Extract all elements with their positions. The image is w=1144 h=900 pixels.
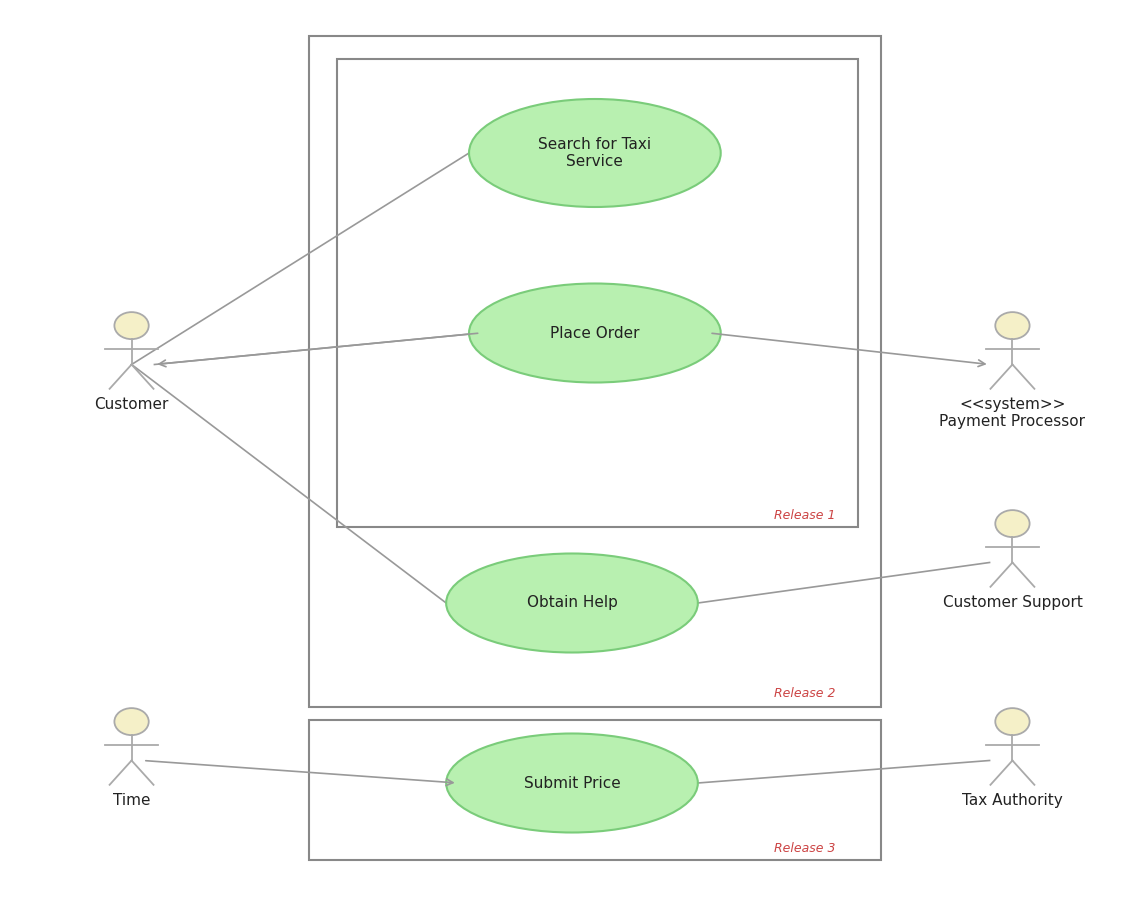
Text: Search for Taxi
Service: Search for Taxi Service xyxy=(539,137,651,169)
Text: Time: Time xyxy=(113,793,150,808)
Bar xyxy=(309,36,881,706)
Ellipse shape xyxy=(446,554,698,652)
Ellipse shape xyxy=(446,734,698,833)
Circle shape xyxy=(995,708,1030,735)
Circle shape xyxy=(995,510,1030,537)
Text: Obtain Help: Obtain Help xyxy=(526,596,618,610)
Ellipse shape xyxy=(469,284,721,382)
Bar xyxy=(309,720,881,859)
Ellipse shape xyxy=(469,99,721,207)
Circle shape xyxy=(114,708,149,735)
Circle shape xyxy=(114,312,149,339)
Text: <<system>>
Payment Processor: <<system>> Payment Processor xyxy=(939,397,1086,429)
Text: Submit Price: Submit Price xyxy=(524,776,620,790)
Text: Customer Support: Customer Support xyxy=(943,595,1082,610)
Text: Release 1: Release 1 xyxy=(773,509,835,522)
Text: Release 2: Release 2 xyxy=(773,688,835,700)
Text: Tax Authority: Tax Authority xyxy=(962,793,1063,808)
Bar xyxy=(337,58,858,526)
Text: Place Order: Place Order xyxy=(550,326,639,340)
Text: Customer: Customer xyxy=(94,397,169,412)
Circle shape xyxy=(995,312,1030,339)
Text: Release 3: Release 3 xyxy=(773,842,835,855)
